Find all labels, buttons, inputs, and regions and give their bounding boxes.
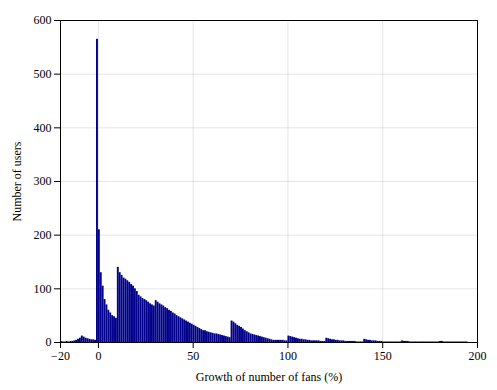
svg-text:0: 0 xyxy=(95,349,101,363)
svg-text:200: 200 xyxy=(469,349,487,363)
svg-text:100: 100 xyxy=(34,282,52,296)
svg-text:600: 600 xyxy=(34,13,52,27)
svg-text:500: 500 xyxy=(34,67,52,81)
svg-text:−20: −20 xyxy=(51,349,70,363)
svg-text:400: 400 xyxy=(34,121,52,135)
svg-text:Growth of number of fans (%): Growth of number of fans (%) xyxy=(196,370,342,384)
svg-text:200: 200 xyxy=(34,228,52,242)
svg-text:100: 100 xyxy=(279,349,297,363)
svg-text:150: 150 xyxy=(374,349,392,363)
svg-text:300: 300 xyxy=(34,174,52,188)
svg-text:0: 0 xyxy=(46,335,52,349)
svg-text:50: 50 xyxy=(187,349,199,363)
svg-text:Number of users: Number of users xyxy=(10,141,24,221)
